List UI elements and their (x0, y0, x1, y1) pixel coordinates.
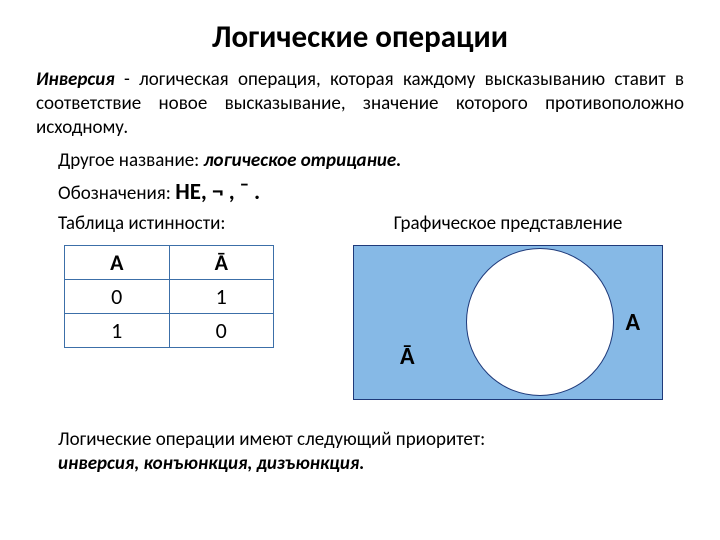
venn-circle-a (466, 248, 614, 396)
table-header-row: А Ā (65, 246, 274, 280)
priority-line1: Логические операции имеют следующий прио… (58, 428, 485, 451)
venn-label-a: A (625, 308, 640, 337)
venn-diagram: A Ā (353, 245, 663, 400)
alt-name-value: логическое отрицание. (204, 149, 402, 172)
table-row: 0 1 (65, 280, 274, 314)
graphic-caption: Графическое представление (332, 212, 684, 235)
truth-table-caption: Таблица истинности: (58, 212, 296, 235)
notation-line: Обозначения: НЕ, ¬ , ¯ . (58, 178, 684, 206)
table-header-a: А (65, 246, 170, 280)
definition-term: Инверсия (36, 68, 115, 91)
truth-table: А Ā 0 1 1 0 (64, 245, 274, 348)
alt-name-line: Другое название: логическое отрицание. (58, 149, 684, 172)
priority-paragraph: Логические операции имеют следующий прио… (58, 428, 684, 476)
column-left: Таблица истинности: А Ā 0 1 1 0 (36, 212, 296, 400)
table-cell: 0 (65, 280, 170, 314)
priority-line2: инверсия, конъюнкция, дизъюнкция. (58, 452, 364, 475)
alt-name-prefix: Другое название: (58, 149, 204, 172)
table-cell: 1 (65, 314, 170, 348)
definition-rest: - логическая операция, которая каждому в… (36, 68, 684, 139)
table-cell: 0 (169, 314, 274, 348)
definition-paragraph: Инверсия - логическая операция, которая … (36, 68, 684, 139)
table-cell: 1 (169, 280, 274, 314)
columns-wrapper: Таблица истинности: А Ā 0 1 1 0 Графичес… (36, 212, 684, 400)
venn-label-not-a: Ā (400, 342, 415, 371)
notation-prefix: Обозначения: (58, 182, 175, 205)
table-header-not-a: Ā (169, 246, 274, 280)
notation-symbols: НЕ, ¬ , ¯ . (175, 178, 260, 206)
page-title: Логические операции (36, 18, 684, 56)
table-row: 1 0 (65, 314, 274, 348)
column-right: Графическое представление A Ā (332, 212, 684, 400)
